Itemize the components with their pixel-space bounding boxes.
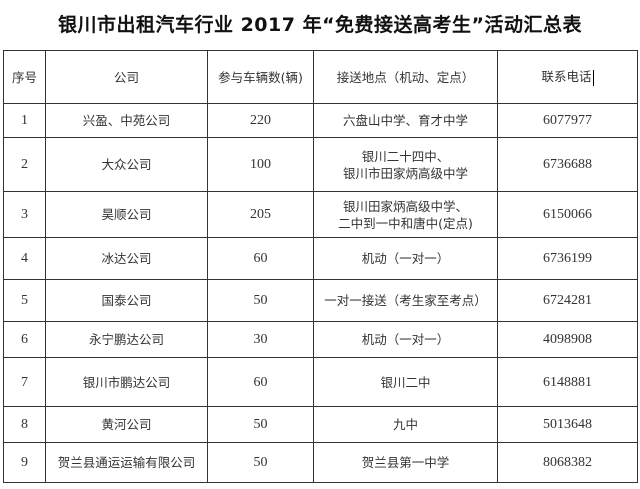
cell-index: 2 xyxy=(3,137,46,192)
table-row: 2 大众公司 100 银川二十四中、 银川市田家炳高级中学 6736688 xyxy=(3,137,638,192)
cell-vehicles: 50 xyxy=(207,279,314,322)
table-row: 7 银川市鹏达公司 60 银川二中 6148881 xyxy=(3,357,638,407)
cell-index: 4 xyxy=(3,237,46,280)
cell-vehicles: 50 xyxy=(207,442,314,483)
cell-location: 银川田家炳高级中学、 二中到一中和唐中(定点) xyxy=(313,191,498,238)
cell-company: 兴盈、中苑公司 xyxy=(45,103,208,138)
cell-vehicles: 205 xyxy=(207,191,314,238)
cell-index: 9 xyxy=(3,442,46,483)
table-row: 5 国泰公司 50 一对一接送（考生家至考点） 6724281 xyxy=(3,279,638,322)
cell-company: 冰达公司 xyxy=(45,237,208,280)
cell-company: 大众公司 xyxy=(45,137,208,192)
table-row: 8 黄河公司 50 九中 5013648 xyxy=(3,406,638,443)
cell-vehicles: 30 xyxy=(207,321,314,358)
cell-phone: 6150066 xyxy=(497,191,638,238)
header-index: 序号 xyxy=(3,50,46,104)
cell-company: 永宁鹏达公司 xyxy=(45,321,208,358)
cell-phone: 5013648 xyxy=(497,406,638,443)
cell-index: 7 xyxy=(3,357,46,407)
cell-location: 九中 xyxy=(313,406,498,443)
summary-table: 序号 公司 参与车辆数(辆) 接送地点（机动、定点） 联系电话 1 兴盈、中苑公司… xyxy=(3,50,638,483)
header-vehicles: 参与车辆数(辆) xyxy=(207,50,314,104)
cell-location: 六盘山中学、育才中学 xyxy=(313,103,498,138)
cell-vehicles: 220 xyxy=(207,103,314,138)
table-row: 9 贺兰县通运运输有限公司 50 贺兰县第一中学 8068382 xyxy=(3,442,638,483)
table-row: 1 兴盈、中苑公司 220 六盘山中学、育才中学 6077977 xyxy=(3,103,638,138)
cell-location: 机动（一对一） xyxy=(313,237,498,280)
cell-vehicles: 50 xyxy=(207,406,314,443)
cell-index: 5 xyxy=(3,279,46,322)
cell-location: 一对一接送（考生家至考点） xyxy=(313,279,498,322)
table-row: 3 昊顺公司 205 银川田家炳高级中学、 二中到一中和唐中(定点) 6150066 xyxy=(3,191,638,238)
cell-phone: 6724281 xyxy=(497,279,638,322)
header-phone: 联系电话 xyxy=(497,50,638,104)
cell-company: 国泰公司 xyxy=(45,279,208,322)
cell-phone: 6736199 xyxy=(497,237,638,280)
cell-vehicles: 60 xyxy=(207,357,314,407)
cell-phone: 6148881 xyxy=(497,357,638,407)
header-phone-label: 联系电话 xyxy=(541,69,592,85)
cell-index: 6 xyxy=(3,321,46,358)
header-company: 公司 xyxy=(45,50,208,104)
cell-phone: 6077977 xyxy=(497,103,638,138)
header-location: 接送地点（机动、定点） xyxy=(313,50,498,104)
cell-company: 银川市鹏达公司 xyxy=(45,357,208,407)
cell-location: 银川二十四中、 银川市田家炳高级中学 xyxy=(313,137,498,192)
cell-index: 8 xyxy=(3,406,46,443)
document-title: 银川市出租汽车行业 2017 年“免费接送高考生”活动汇总表 xyxy=(57,14,583,36)
cell-company: 贺兰县通运运输有限公司 xyxy=(45,442,208,483)
cell-index: 3 xyxy=(3,191,46,238)
table-row: 4 冰达公司 60 机动（一对一） 6736199 xyxy=(3,237,638,280)
table-row: 6 永宁鹏达公司 30 机动（一对一） 4098908 xyxy=(3,321,638,358)
cell-phone: 8068382 xyxy=(497,442,638,483)
cell-vehicles: 60 xyxy=(207,237,314,280)
cell-phone: 4098908 xyxy=(497,321,638,358)
cell-company: 黄河公司 xyxy=(45,406,208,443)
cell-index: 1 xyxy=(3,103,46,138)
cell-location: 贺兰县第一中学 xyxy=(313,442,498,483)
cell-phone: 6736688 xyxy=(497,137,638,192)
cell-location: 银川二中 xyxy=(313,357,498,407)
text-cursor xyxy=(592,69,594,86)
cell-location: 机动（一对一） xyxy=(313,321,498,358)
table-header-row: 序号 公司 参与车辆数(辆) 接送地点（机动、定点） 联系电话 xyxy=(3,50,638,104)
cell-vehicles: 100 xyxy=(207,137,314,192)
cell-company: 昊顺公司 xyxy=(45,191,208,238)
